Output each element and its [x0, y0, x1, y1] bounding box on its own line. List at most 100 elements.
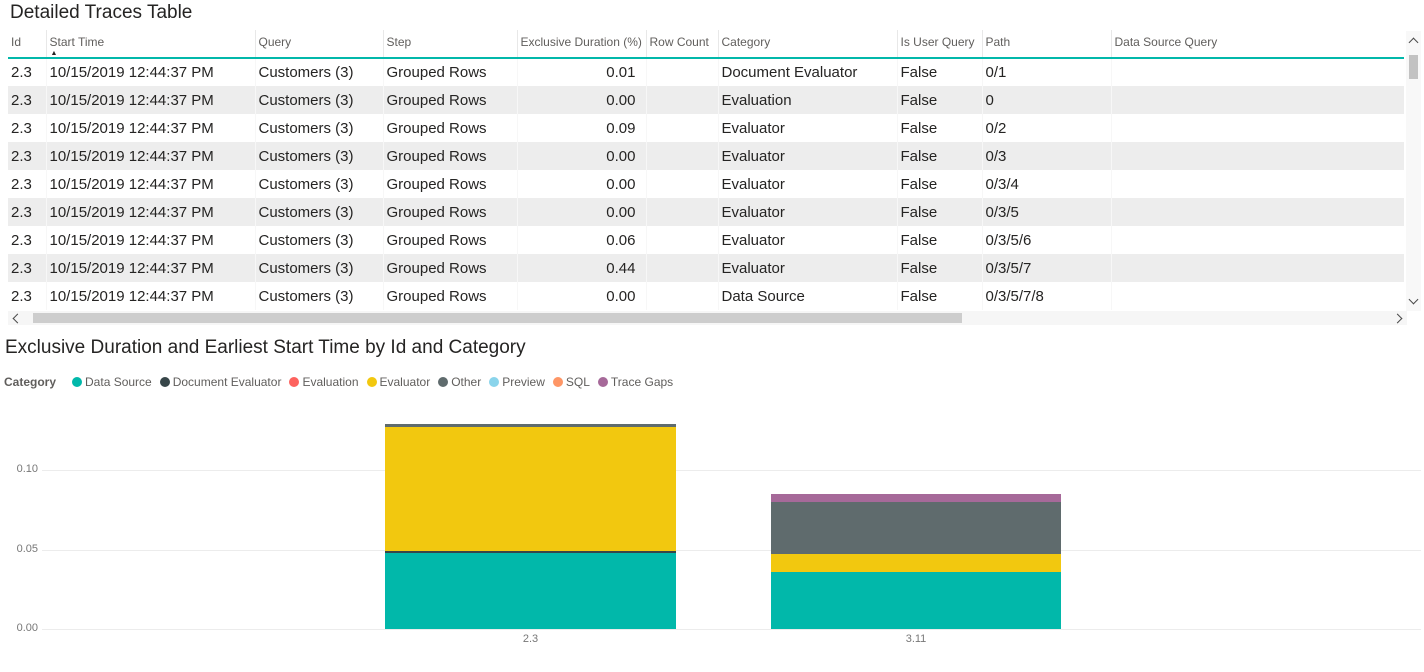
- table-cell: 0.00: [517, 282, 647, 310]
- table-cell: Evaluator: [718, 170, 898, 198]
- table-horizontal-scrollbar[interactable]: [8, 311, 1407, 325]
- scroll-right-icon[interactable]: [1392, 313, 1403, 324]
- table-row[interactable]: 2.3 10/15/2019 12:44:37 PM Customers (3) Gr…: [8, 86, 1404, 114]
- col-header-start-time[interactable]: Start Time ▲: [46, 30, 256, 59]
- table-cell: Grouped Rows: [383, 142, 518, 170]
- table-cell: Data Source: [718, 282, 898, 310]
- table-cell: 0.09: [517, 114, 647, 142]
- bar-segment-other[interactable]: [385, 423, 676, 428]
- table-row[interactable]: 2.3 10/15/2019 12:44:37 PM Customers (3) Gr…: [8, 58, 1404, 86]
- col-header-path[interactable]: Path: [982, 30, 1112, 59]
- bar-segment-document-evaluator[interactable]: [385, 551, 676, 553]
- table-cell: 10/15/2019 12:44:37 PM: [46, 282, 256, 310]
- table-cell: Grouped Rows: [383, 254, 518, 282]
- bar-segment-other[interactable]: [771, 501, 1061, 555]
- table-cell: 0/3/4: [982, 170, 1112, 198]
- table-cell: False: [897, 86, 983, 114]
- stacked-bar-2.3[interactable]: [385, 423, 676, 629]
- legend-item-evaluator[interactable]: Evaluator: [366, 375, 430, 389]
- table-cell: 0/3: [982, 142, 1112, 170]
- table-cell: [646, 226, 719, 254]
- table-cell: [1111, 170, 1404, 198]
- table-row[interactable]: 2.3 10/15/2019 12:44:37 PM Customers (3) Gr…: [8, 142, 1404, 170]
- table-row[interactable]: 2.3 10/15/2019 12:44:37 PM Customers (3) Gr…: [8, 282, 1404, 310]
- legend-color-dot: [289, 377, 300, 387]
- legend-item-label: Trace Gaps: [610, 375, 674, 389]
- stacked-bar-3.11[interactable]: [771, 493, 1061, 629]
- col-header-category[interactable]: Category: [718, 30, 898, 59]
- col-header-query[interactable]: Query: [255, 30, 384, 59]
- table-cell: 2.3: [8, 114, 47, 142]
- table-cell: Grouped Rows: [383, 282, 518, 310]
- bar-segment-evaluator[interactable]: [385, 427, 676, 552]
- table-cell: 0.06: [517, 226, 647, 254]
- legend-item-label: Document Evaluator: [172, 375, 282, 389]
- legend-color-dot: [597, 377, 608, 387]
- scroll-left-icon[interactable]: [12, 313, 23, 324]
- legend-color-dot: [72, 377, 83, 387]
- table-cell: [1111, 198, 1404, 226]
- col-header-is-user-query[interactable]: Is User Query: [897, 30, 983, 59]
- col-header-label: Id: [11, 35, 22, 49]
- table-cell: False: [897, 254, 983, 282]
- col-header-step[interactable]: Step: [383, 30, 518, 59]
- traces-table: Id Start Time ▲ Query Step Exclusive Dura…: [8, 30, 1405, 310]
- table-cell: 2.3: [8, 170, 47, 198]
- table-cell: Grouped Rows: [383, 58, 518, 86]
- legend-item-evaluation[interactable]: Evaluation: [289, 375, 359, 389]
- table-cell: Evaluator: [718, 114, 898, 142]
- legend-item-trace-gaps[interactable]: Trace Gaps: [597, 375, 674, 389]
- table-cell: 10/15/2019 12:44:37 PM: [46, 254, 256, 282]
- x-axis-label: 3.11: [905, 633, 927, 645]
- legend-item-document-evaluator[interactable]: Document Evaluator: [159, 375, 282, 389]
- table-cell: [1111, 58, 1404, 86]
- horizontal-scroll-thumb[interactable]: [33, 313, 962, 323]
- table-cell: Evaluator: [718, 198, 898, 226]
- legend-item-label: Evaluation: [302, 375, 359, 389]
- table-cell: 0.00: [517, 170, 647, 198]
- table-row[interactable]: 2.3 10/15/2019 12:44:37 PM Customers (3) Gr…: [8, 198, 1404, 226]
- table-cell: [646, 86, 719, 114]
- col-header-id[interactable]: Id: [8, 30, 47, 59]
- table-cell: Customers (3): [255, 142, 384, 170]
- legend-item-preview[interactable]: Preview: [489, 375, 545, 389]
- table-vertical-scrollbar[interactable]: [1406, 31, 1421, 311]
- bar-segment-evaluator[interactable]: [771, 554, 1061, 572]
- legend-title: Category: [4, 375, 57, 389]
- col-header-label: Query: [258, 35, 292, 49]
- gridline: [42, 470, 1421, 471]
- legend-item-other[interactable]: Other: [438, 375, 481, 389]
- table-row[interactable]: 2.3 10/15/2019 12:44:37 PM Customers (3) Gr…: [8, 170, 1404, 198]
- table-cell: Customers (3): [255, 254, 384, 282]
- table-cell: Customers (3): [255, 114, 384, 142]
- col-header-exclusive-duration[interactable]: Exclusive Duration (%): [517, 30, 647, 59]
- table-cell: False: [897, 226, 983, 254]
- scroll-up-icon[interactable]: [1408, 37, 1419, 48]
- table-row[interactable]: 2.3 10/15/2019 12:44:37 PM Customers (3) Gr…: [8, 226, 1404, 254]
- gridline: [42, 549, 1421, 551]
- legend-item-label: Other: [451, 375, 482, 389]
- table-row[interactable]: 2.3 10/15/2019 12:44:37 PM Customers (3) Gr…: [8, 114, 1404, 142]
- table-cell: [1111, 86, 1404, 114]
- table-cell: 10/15/2019 12:44:37 PM: [46, 114, 256, 142]
- table-cell: 0.00: [517, 86, 647, 114]
- col-header-row-count[interactable]: Row Count: [646, 30, 719, 59]
- table-title: Detailed Traces Table: [10, 2, 193, 23]
- bar-segment-data-source[interactable]: [771, 571, 1061, 629]
- bar-segment-data-source[interactable]: [385, 552, 676, 629]
- sort-ascending-icon: ▲: [50, 50, 58, 57]
- bar-segment-trace-gaps[interactable]: [771, 493, 1061, 502]
- legend-item-data-source[interactable]: Data Source: [72, 375, 152, 389]
- chart-title: Exclusive Duration and Earliest Start Ti…: [5, 337, 526, 358]
- table-cell: Customers (3): [255, 198, 384, 226]
- table-cell: False: [897, 170, 983, 198]
- table-cell: Customers (3): [255, 170, 384, 198]
- col-header-label: Row Count: [649, 35, 709, 49]
- legend-item-sql[interactable]: SQL: [552, 375, 590, 389]
- table-cell: Grouped Rows: [383, 86, 518, 114]
- vertical-scroll-thumb[interactable]: [1409, 55, 1418, 79]
- scroll-down-icon[interactable]: [1408, 294, 1419, 305]
- table-cell: Customers (3): [255, 86, 384, 114]
- table-row[interactable]: 2.3 10/15/2019 12:44:37 PM Customers (3) Gr…: [8, 254, 1404, 282]
- col-header-data-source-query[interactable]: Data Source Query: [1111, 30, 1404, 59]
